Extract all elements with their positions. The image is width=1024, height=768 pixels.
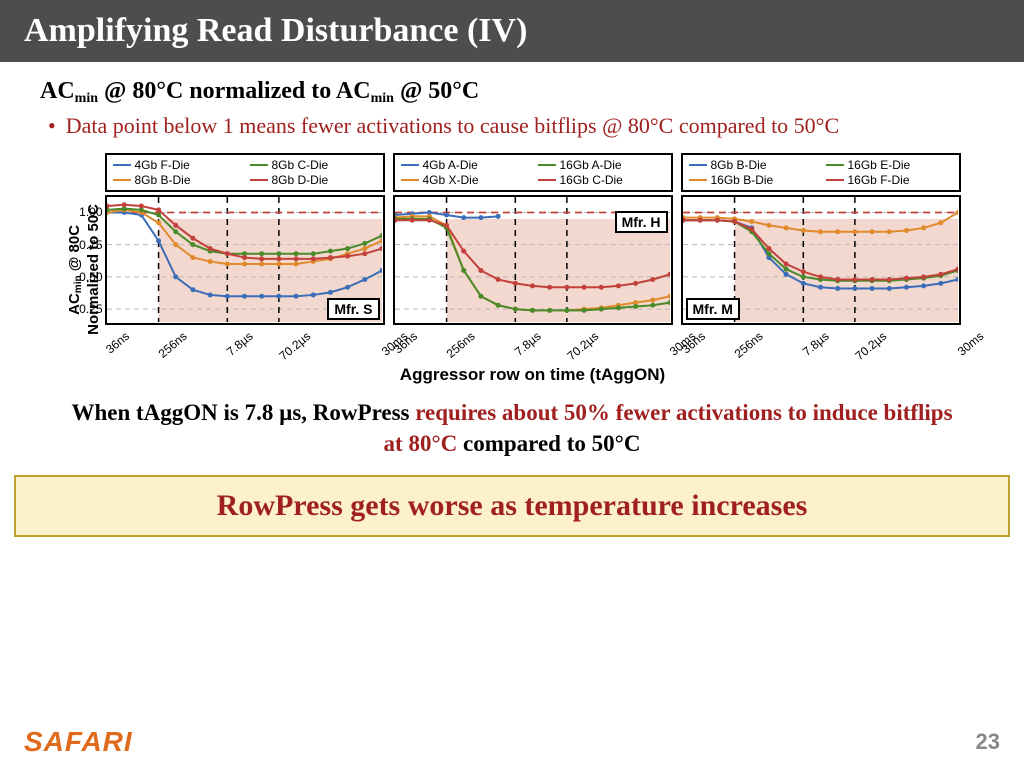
callout-box: RowPress gets worse as temperature incre…: [14, 475, 1010, 537]
legend-label: 8Gb D-Die: [272, 173, 329, 187]
subtitle: ACmin @ 80°C normalized to ACmin @ 50°C: [40, 78, 984, 105]
legend-item: 16Gb A-Die: [538, 158, 665, 172]
legend-item: 4Gb F-Die: [113, 158, 240, 172]
chart-plot: Mfr. M: [681, 195, 961, 325]
legend-swatch: [689, 164, 707, 166]
slide-title: Amplifying Read Disturbance (IV): [0, 0, 1024, 62]
legend-item: 4Gb A-Die: [401, 158, 528, 172]
legend-swatch: [538, 179, 556, 181]
x-ticks: 36ns256ns7.8µs70.2µs30ms: [393, 325, 673, 363]
x-tick-label: 256ns: [732, 329, 766, 361]
manufacturer-label: Mfr. S: [327, 298, 379, 320]
chart-plot: 0.250.500.751.00Mfr. S: [105, 195, 385, 325]
legend-item: 8Gb C-Die: [250, 158, 377, 172]
x-tick-label: 70.2µs: [853, 329, 890, 363]
x-tick-label: 30ms: [954, 329, 985, 359]
chart-panels: 4Gb F-Die 8Gb C-Die 8Gb B-Die 8Gb D-Die 0.25…: [105, 153, 961, 363]
y-tick-label: 0.75: [79, 238, 102, 252]
legend-label: 4Gb A-Die: [423, 158, 478, 172]
legend-label: 16Gb B-Die: [711, 173, 774, 187]
chart-panel: 4Gb A-Die 16Gb A-Die 4Gb X-Die 16Gb C-Die Mf…: [393, 153, 673, 363]
manufacturer-label: Mfr. M: [686, 298, 740, 320]
legend-item: 4Gb X-Die: [401, 173, 528, 187]
legend-label: 16Gb C-Die: [560, 173, 623, 187]
x-ticks: 36ns256ns7.8µs70.2µs30ms: [105, 325, 385, 363]
x-ticks: 36ns256ns7.8µs70.2µs30ms: [681, 325, 961, 363]
chart-legend: 4Gb A-Die 16Gb A-Die 4Gb X-Die 16Gb C-Die: [393, 153, 673, 192]
x-tick-label: 70.2µs: [565, 329, 602, 363]
x-tick-label: 7.8µs: [224, 329, 256, 359]
manufacturer-label: Mfr. H: [615, 211, 668, 233]
x-axis-label: Aggressor row on time (tAggON): [105, 365, 961, 385]
legend-item: 16Gb F-Die: [826, 173, 953, 187]
bullet-text: Data point below 1 means fewer activatio…: [66, 113, 839, 139]
x-tick-label: 256ns: [444, 329, 478, 361]
legend-swatch: [250, 179, 268, 181]
y-tick-label: 1.00: [79, 205, 102, 219]
chart-panel: 4Gb F-Die 8Gb C-Die 8Gb B-Die 8Gb D-Die 0.25…: [105, 153, 385, 363]
legend-item: 16Gb E-Die: [826, 158, 953, 172]
legend-swatch: [401, 179, 419, 181]
x-tick-label: 7.8µs: [512, 329, 544, 359]
legend-swatch: [538, 164, 556, 166]
legend-label: 8Gb B-Die: [711, 158, 767, 172]
legend-swatch: [826, 164, 844, 166]
chart-plot: Mfr. H: [393, 195, 673, 325]
x-tick-label: 36ns: [391, 329, 420, 356]
safari-logo: SAFARI: [24, 726, 133, 758]
legend-swatch: [401, 164, 419, 166]
footer: SAFARI 23: [0, 726, 1024, 758]
x-tick-label: 256ns: [156, 329, 190, 361]
legend-label: 4Gb F-Die: [135, 158, 190, 172]
legend-item: 8Gb D-Die: [250, 173, 377, 187]
finding-text: When tAggON is 7.8 µs, RowPress requires…: [40, 397, 984, 459]
legend-label: 4Gb X-Die: [423, 173, 479, 187]
legend-swatch: [113, 164, 131, 166]
legend-label: 8Gb C-Die: [272, 158, 329, 172]
bullet-icon: •: [48, 113, 56, 139]
legend-item: 8Gb B-Die: [689, 158, 816, 172]
legend-swatch: [250, 164, 268, 166]
slide-content: ACmin @ 80°C normalized to ACmin @ 50°C …: [0, 62, 1024, 459]
legend-swatch: [689, 179, 707, 181]
bullet-point: • Data point below 1 means fewer activat…: [40, 113, 984, 139]
legend-label: 16Gb E-Die: [848, 158, 911, 172]
page-number: 23: [976, 729, 1000, 755]
legend-label: 8Gb B-Die: [135, 173, 191, 187]
charts-container: ACmin @ 80C Normalized to 50C 4Gb F-Die8…: [40, 153, 984, 385]
x-tick-label: 7.8µs: [800, 329, 832, 359]
legend-item: 16Gb B-Die: [689, 173, 816, 187]
legend-item: 8Gb B-Die: [113, 173, 240, 187]
y-tick-label: 0.50: [79, 270, 102, 284]
legend-item: 16Gb C-Die: [538, 173, 665, 187]
legend-swatch: [826, 179, 844, 181]
x-tick-label: 36ns: [679, 329, 708, 356]
legend-label: 16Gb F-Die: [848, 173, 910, 187]
x-tick-label: 36ns: [103, 329, 132, 356]
y-tick-label: 0.25: [79, 302, 102, 316]
chart-legend: 8Gb B-Die 16Gb E-Die 16Gb B-Die 16Gb F-Die: [681, 153, 961, 192]
chart-legend: 4Gb F-Die 8Gb C-Die 8Gb B-Die 8Gb D-Die: [105, 153, 385, 192]
legend-swatch: [113, 179, 131, 181]
chart-panel: 8Gb B-Die 16Gb E-Die 16Gb B-Die 16Gb F-Die M…: [681, 153, 961, 363]
legend-label: 16Gb A-Die: [560, 158, 622, 172]
x-tick-label: 70.2µs: [277, 329, 314, 363]
